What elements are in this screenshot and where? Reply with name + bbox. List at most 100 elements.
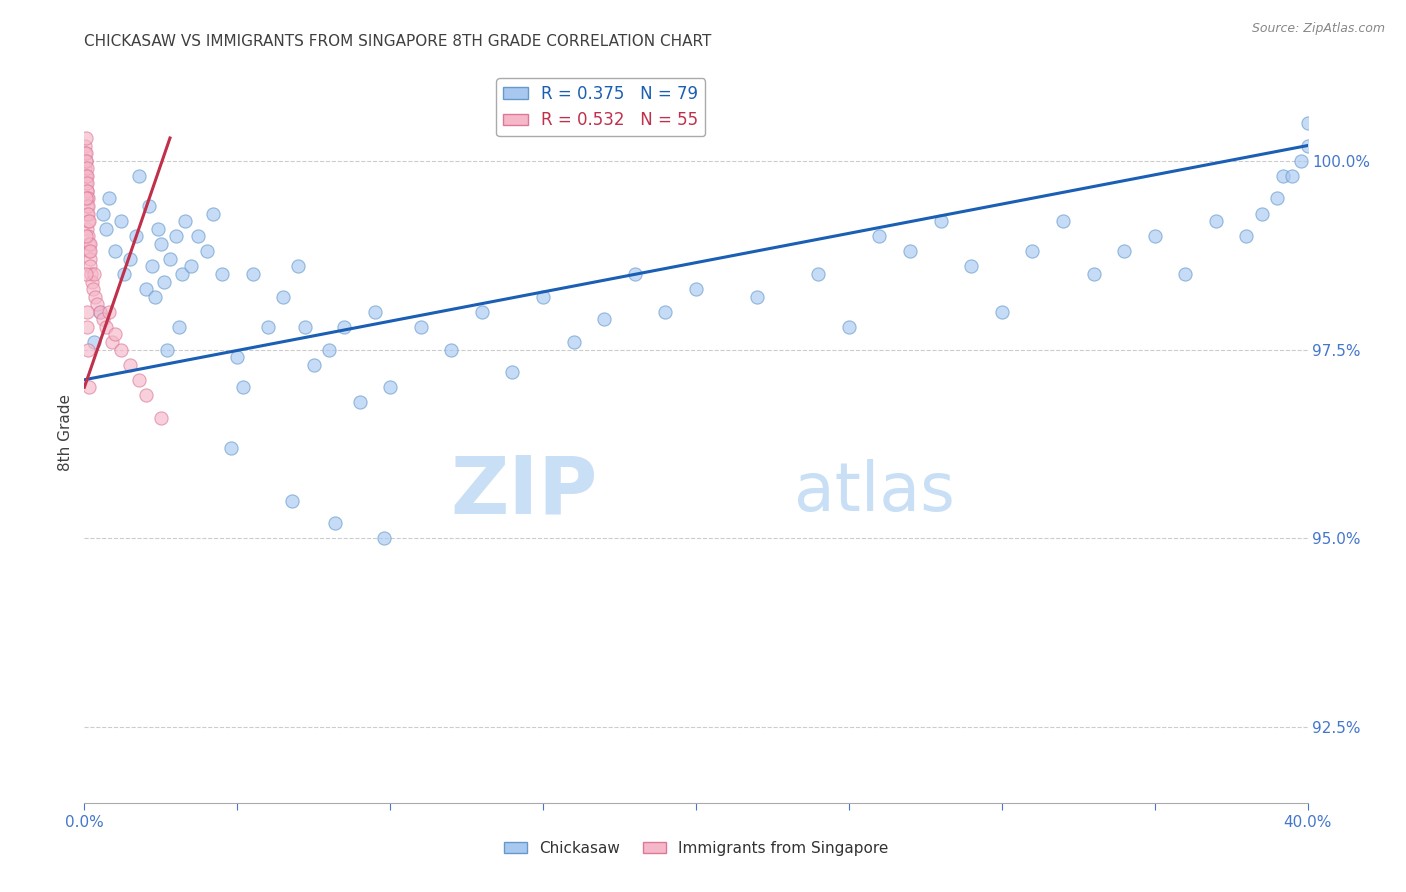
Point <box>440 343 463 357</box>
Point <box>685 282 707 296</box>
Point <box>91 312 114 326</box>
Point <box>79 252 101 266</box>
Point <box>94 221 117 235</box>
Point <box>73 138 96 153</box>
Point <box>1291 153 1313 168</box>
Point <box>120 252 142 266</box>
Point <box>654 304 676 318</box>
Point <box>89 304 111 318</box>
Point <box>226 350 249 364</box>
Point <box>333 319 356 334</box>
Point <box>110 343 132 357</box>
Point <box>77 199 100 213</box>
Point <box>75 131 97 145</box>
Point <box>1265 191 1288 205</box>
Point <box>101 334 124 349</box>
Point <box>242 267 264 281</box>
Point <box>75 161 97 176</box>
Point <box>960 260 983 274</box>
Point <box>76 304 98 318</box>
Point <box>77 214 100 228</box>
Point <box>471 304 494 318</box>
Point <box>1174 267 1197 281</box>
Point <box>83 334 105 349</box>
Point <box>79 244 101 259</box>
Point <box>91 206 114 220</box>
Point <box>153 275 176 289</box>
Point <box>89 304 111 318</box>
Point <box>380 380 402 394</box>
Point <box>149 410 172 425</box>
Text: ZIP: ZIP <box>451 453 598 531</box>
Point <box>77 236 100 251</box>
Point <box>104 244 127 259</box>
Point <box>76 199 98 213</box>
Point <box>77 244 100 259</box>
Text: atlas: atlas <box>794 458 955 524</box>
Point <box>159 252 181 266</box>
Point <box>174 214 197 228</box>
Point <box>125 229 148 244</box>
Point <box>77 206 100 220</box>
Point <box>76 184 98 198</box>
Point <box>112 267 135 281</box>
Point <box>1296 138 1319 153</box>
Point <box>1083 267 1105 281</box>
Point <box>76 191 98 205</box>
Point <box>76 184 98 198</box>
Point <box>1021 244 1043 259</box>
Point <box>76 169 98 183</box>
Point <box>76 177 98 191</box>
Point <box>80 267 103 281</box>
Point <box>75 153 97 168</box>
Point <box>1052 214 1074 228</box>
Point <box>75 146 97 161</box>
Point <box>747 290 769 304</box>
Point <box>77 214 100 228</box>
Point <box>180 260 202 274</box>
Point <box>562 334 585 349</box>
Y-axis label: 8th Grade: 8th Grade <box>58 394 73 471</box>
Point <box>593 312 616 326</box>
Point <box>373 532 395 546</box>
Point <box>172 267 194 281</box>
Point <box>364 304 387 318</box>
Point <box>149 236 172 251</box>
Point <box>79 236 101 251</box>
Point <box>83 267 105 281</box>
Point <box>143 290 166 304</box>
Point <box>167 319 190 334</box>
Point <box>76 206 98 220</box>
Point <box>75 153 97 168</box>
Point <box>201 206 224 220</box>
Point <box>409 319 432 334</box>
Point <box>75 229 97 244</box>
Point <box>1250 206 1272 220</box>
Point <box>323 516 346 531</box>
Point <box>294 319 316 334</box>
Point <box>211 267 233 281</box>
Point <box>624 267 647 281</box>
Point <box>97 304 120 318</box>
Point <box>84 290 107 304</box>
Point <box>75 177 97 191</box>
Point <box>1272 169 1295 183</box>
Point <box>991 304 1014 318</box>
Point <box>838 319 860 334</box>
Point <box>318 343 340 357</box>
Point <box>1143 229 1166 244</box>
Point <box>79 260 101 274</box>
Point <box>502 365 524 379</box>
Point <box>1114 244 1136 259</box>
Text: CHICKASAW VS IMMIGRANTS FROM SINGAPORE 8TH GRADE CORRELATION CHART: CHICKASAW VS IMMIGRANTS FROM SINGAPORE 8… <box>84 34 711 49</box>
Point <box>1281 169 1303 183</box>
Point <box>1236 229 1258 244</box>
Point <box>135 282 157 296</box>
Point <box>257 319 280 334</box>
Point <box>82 282 104 296</box>
Point <box>232 380 254 394</box>
Point <box>1205 214 1227 228</box>
Point <box>128 373 150 387</box>
Legend: Chickasaw, Immigrants from Singapore: Chickasaw, Immigrants from Singapore <box>498 835 894 862</box>
Point <box>76 191 98 205</box>
